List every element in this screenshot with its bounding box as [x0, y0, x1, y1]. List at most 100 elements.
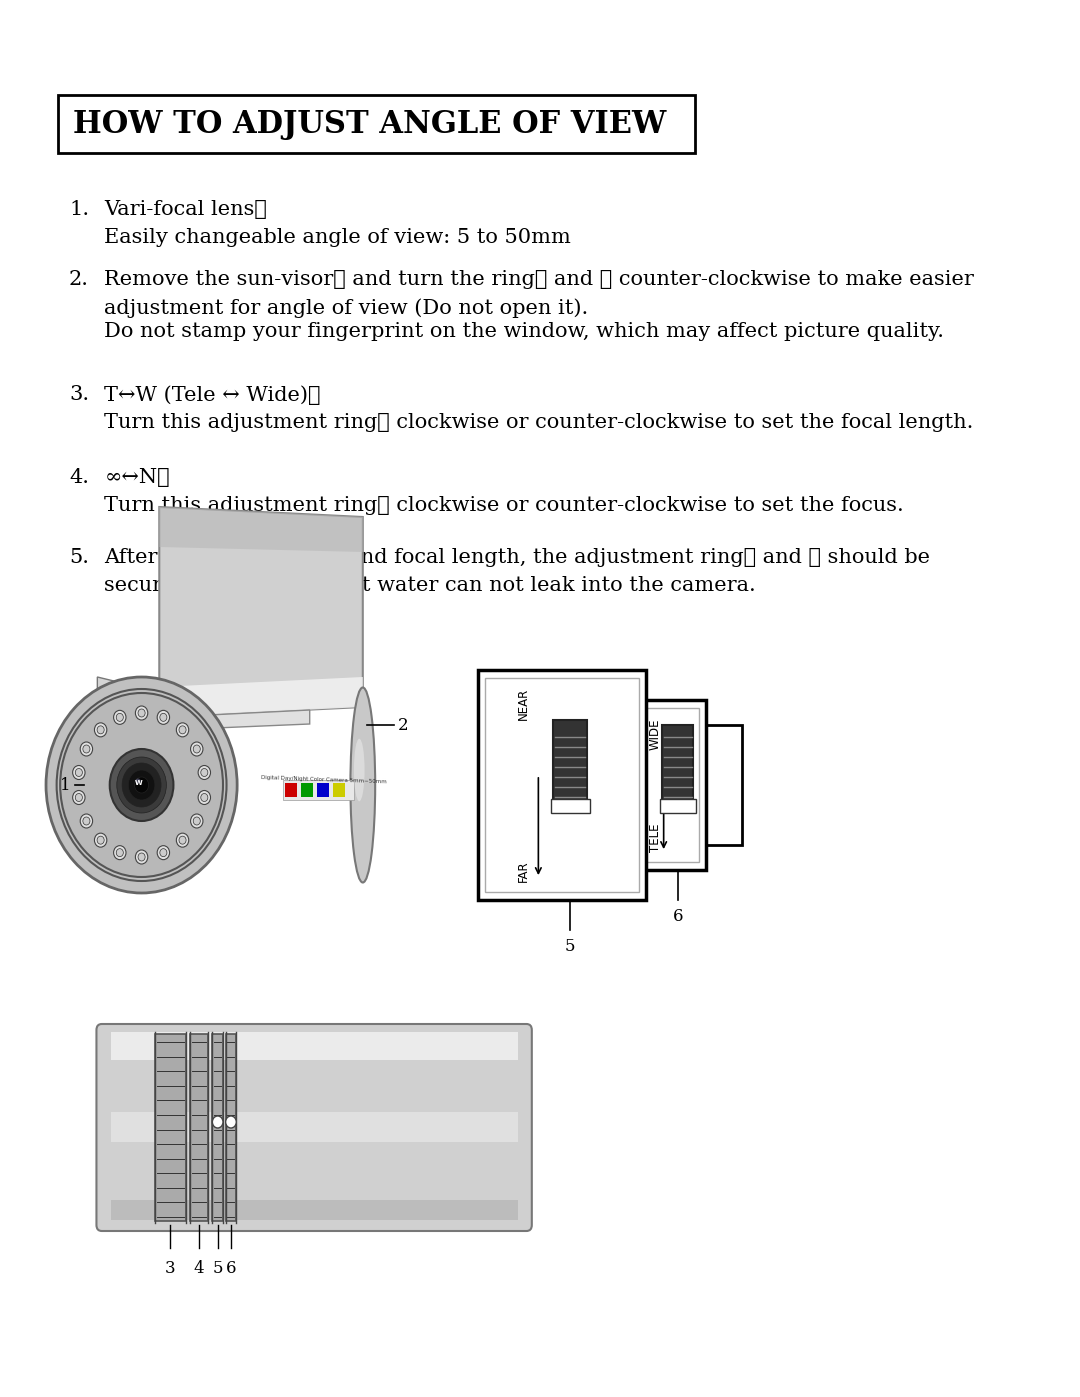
Bar: [301, 782, 313, 798]
Text: FAR: FAR: [516, 861, 529, 882]
Circle shape: [80, 742, 93, 756]
Bar: [226, 1034, 237, 1221]
Circle shape: [213, 1116, 222, 1127]
Text: Turn this adjustment ring⑥ clockwise or counter-clockwise to set the focus.: Turn this adjustment ring⑥ clockwise or …: [105, 496, 904, 515]
Circle shape: [190, 814, 203, 828]
Circle shape: [193, 745, 200, 753]
Text: Do not stamp your fingerprint on the window, which may affect picture quality.: Do not stamp your fingerprint on the win…: [105, 321, 944, 341]
Polygon shape: [159, 507, 363, 717]
Circle shape: [97, 726, 104, 733]
Circle shape: [198, 766, 211, 780]
Circle shape: [176, 833, 189, 847]
Text: 5: 5: [213, 1260, 222, 1277]
Text: 5.: 5.: [69, 548, 89, 567]
Circle shape: [60, 693, 222, 877]
Circle shape: [80, 814, 93, 828]
Circle shape: [83, 817, 90, 826]
Text: 6: 6: [673, 908, 683, 925]
Circle shape: [76, 768, 82, 777]
Bar: [57, 95, 694, 154]
Polygon shape: [97, 678, 159, 717]
Circle shape: [158, 845, 170, 859]
Ellipse shape: [350, 687, 375, 883]
Text: NEAR: NEAR: [516, 687, 529, 721]
Bar: [213, 1034, 222, 1221]
Circle shape: [160, 714, 167, 721]
Circle shape: [179, 837, 186, 844]
Circle shape: [94, 722, 107, 736]
Circle shape: [129, 770, 154, 800]
Circle shape: [46, 678, 238, 893]
Circle shape: [179, 726, 186, 733]
Circle shape: [135, 777, 149, 793]
Circle shape: [138, 710, 145, 717]
Circle shape: [138, 854, 145, 861]
Bar: [660, 799, 696, 813]
Circle shape: [158, 710, 170, 724]
Circle shape: [117, 714, 123, 721]
Text: After setting the focus and focal length, the adjustment ring⑥ and ⑦ should be: After setting the focus and focal length…: [105, 548, 930, 567]
Bar: [190, 1034, 208, 1221]
Ellipse shape: [139, 694, 165, 875]
Circle shape: [135, 849, 148, 863]
Text: Easily changeable angle of view: 5 to 50mm: Easily changeable angle of view: 5 to 50…: [105, 228, 571, 247]
Bar: [283, 780, 354, 800]
Bar: [643, 708, 699, 862]
Text: Digital Day/Night Color Camera 5mm~50mm: Digital Day/Night Color Camera 5mm~50mm: [261, 775, 387, 785]
Circle shape: [176, 722, 189, 736]
Text: W: W: [135, 780, 143, 787]
Circle shape: [110, 749, 174, 821]
Circle shape: [201, 768, 207, 777]
Bar: [110, 1200, 517, 1220]
Bar: [702, 725, 742, 845]
Circle shape: [193, 817, 200, 826]
Ellipse shape: [354, 739, 365, 802]
Text: adjustment for angle of view (Do not open it).: adjustment for angle of view (Do not ope…: [105, 298, 589, 317]
Text: HOW TO ADJUST ANGLE OF VIEW: HOW TO ADJUST ANGLE OF VIEW: [73, 109, 666, 140]
Circle shape: [117, 848, 123, 856]
Text: 3: 3: [164, 1260, 175, 1277]
Bar: [110, 1112, 517, 1141]
Text: 5: 5: [565, 937, 576, 956]
Text: 2: 2: [399, 717, 409, 733]
Circle shape: [83, 745, 90, 753]
Bar: [154, 1034, 186, 1221]
Circle shape: [135, 705, 148, 719]
Text: 2.: 2.: [69, 270, 89, 289]
Circle shape: [198, 791, 211, 805]
Bar: [316, 782, 329, 798]
Text: 4.: 4.: [69, 468, 89, 488]
Text: 1.: 1.: [69, 200, 90, 219]
Text: WIDE: WIDE: [649, 718, 662, 750]
Circle shape: [226, 1116, 237, 1127]
Text: TELE: TELE: [649, 823, 662, 852]
Circle shape: [76, 793, 82, 802]
Text: 1: 1: [60, 777, 71, 793]
Circle shape: [94, 833, 107, 847]
Polygon shape: [159, 507, 363, 552]
Text: T↔W (Tele ↔ Wide)⑦: T↔W (Tele ↔ Wide)⑦: [105, 386, 321, 405]
Bar: [285, 782, 297, 798]
Bar: [333, 782, 346, 798]
Text: 4: 4: [193, 1260, 204, 1277]
Circle shape: [113, 845, 126, 859]
Bar: [477, 671, 646, 900]
Circle shape: [72, 766, 85, 780]
FancyBboxPatch shape: [96, 1024, 531, 1231]
Text: 6: 6: [226, 1260, 237, 1277]
Bar: [485, 678, 639, 893]
Circle shape: [97, 837, 104, 844]
Text: securely fastened so that water can not leak into the camera.: securely fastened so that water can not …: [105, 576, 756, 595]
Text: Turn this adjustment ring⑦ clockwise or counter-clockwise to set the focal lengt: Turn this adjustment ring⑦ clockwise or …: [105, 414, 974, 432]
Bar: [110, 1032, 517, 1060]
Ellipse shape: [135, 778, 140, 784]
Text: ∞↔N⑥: ∞↔N⑥: [105, 468, 170, 488]
Circle shape: [190, 742, 203, 756]
Bar: [635, 700, 706, 870]
Bar: [551, 799, 590, 813]
Text: Remove the sun-visor② and turn the ring③ and ④ counter-clockwise to make easier: Remove the sun-visor② and turn the ring③…: [105, 270, 974, 289]
Circle shape: [72, 791, 85, 805]
Polygon shape: [159, 678, 363, 717]
Circle shape: [201, 793, 207, 802]
Circle shape: [122, 763, 161, 807]
